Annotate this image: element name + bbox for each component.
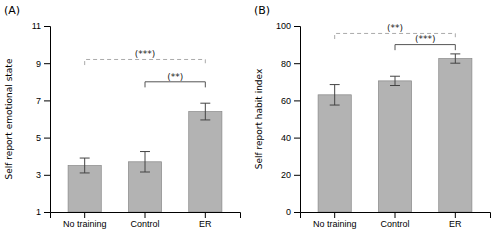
- tick-label: 60: [281, 96, 291, 106]
- tick-label: Control: [380, 219, 409, 229]
- tick-label: 80: [281, 59, 291, 69]
- tick-label: 11: [32, 21, 41, 31]
- axis-title: Self report emotional state: [4, 58, 14, 179]
- tick-mark: [44, 175, 50, 176]
- tick-mark: [294, 26, 300, 27]
- y-axis: 1 3 5 7 9 11: [32, 21, 51, 217]
- x-axis: No training Control ER: [51, 212, 241, 229]
- significance-label: (**): [387, 23, 403, 33]
- tick-label: 9: [36, 59, 41, 69]
- tick-label: Control: [130, 219, 159, 229]
- error-bar: [330, 85, 340, 105]
- tick-mark: [455, 212, 456, 218]
- y-axis: 0 20 40 60 80 100: [276, 21, 301, 217]
- tick-label: 5: [36, 133, 41, 143]
- tick-label: 0: [286, 207, 291, 217]
- tick: ER: [449, 212, 462, 229]
- tick-mark: [294, 138, 300, 139]
- bar: [189, 112, 222, 212]
- tick-mark: [44, 138, 50, 139]
- panel-label: (B): [254, 4, 270, 17]
- tick: 80: [281, 59, 300, 69]
- panel-label: (A): [4, 4, 20, 17]
- significance-label: (**): [167, 72, 183, 82]
- tick: 40: [281, 133, 300, 143]
- error-bar: [80, 158, 90, 173]
- significance-bracket: [395, 45, 455, 51]
- tick-mark: [294, 63, 300, 64]
- tick-mark: [145, 212, 146, 218]
- tick-mark: [395, 212, 396, 218]
- figure: No training Control ER 1 3 5 7 9 11 Self report e…: [0, 0, 500, 234]
- bar: [68, 166, 101, 213]
- tick-mark: [205, 212, 206, 218]
- tick: 5: [36, 133, 50, 143]
- tick: No training: [63, 212, 107, 229]
- tick-mark: [44, 63, 50, 64]
- tick-mark: [334, 212, 335, 218]
- axis-line: [301, 213, 491, 219]
- significance-label: (***): [135, 49, 156, 59]
- panel: No training Control ER 1 3 5 7 9 11 Self report e…: [4, 4, 241, 229]
- tick-mark: [44, 26, 50, 27]
- tick: 100: [276, 21, 300, 31]
- tick-label: 1: [36, 207, 41, 217]
- tick-label: 100: [276, 21, 291, 31]
- tick-mark: [44, 212, 50, 213]
- tick-label: ER: [449, 219, 462, 229]
- plot-area: [318, 54, 472, 212]
- tick-mark: [84, 212, 85, 218]
- tick: Control: [130, 212, 159, 229]
- bar: [318, 95, 351, 212]
- significance-bracket: [145, 82, 205, 88]
- bar: [378, 81, 411, 212]
- tick: Control: [380, 212, 409, 229]
- significance-bracket: [85, 59, 206, 65]
- tick-label: 40: [281, 133, 291, 143]
- significance-bracket: [335, 33, 456, 39]
- axis-line: [51, 213, 241, 219]
- tick: 60: [281, 96, 300, 106]
- error-bar: [140, 152, 150, 172]
- axis-line: [294, 27, 301, 213]
- tick-mark: [294, 175, 300, 176]
- tick-label: 3: [36, 170, 41, 180]
- error-bar: [450, 54, 460, 63]
- tick: 0: [286, 207, 300, 217]
- tick-mark: [294, 100, 300, 101]
- significance-label: (***): [415, 34, 436, 44]
- bar: [439, 59, 472, 212]
- tick: ER: [199, 212, 212, 229]
- tick-label: ER: [199, 219, 212, 229]
- x-axis: No training Control ER: [301, 212, 491, 229]
- tick: 3: [36, 170, 50, 180]
- tick-label: 7: [36, 96, 41, 106]
- tick: 1: [36, 207, 50, 217]
- tick-mark: [294, 212, 300, 213]
- axis-line: [44, 27, 51, 213]
- axis-title: Self report habit index: [254, 68, 264, 169]
- error-bar: [390, 76, 400, 85]
- tick-mark: [44, 100, 50, 101]
- tick-label: No training: [63, 219, 107, 229]
- tick: 20: [281, 170, 300, 180]
- plot-area: [68, 103, 222, 212]
- tick: 11: [32, 21, 50, 31]
- tick: No training: [313, 212, 357, 229]
- panel: No training Control ER 0 20 40 60 80 100 Self rep…: [254, 4, 491, 229]
- tick-label: No training: [313, 219, 357, 229]
- tick-label: 20: [281, 170, 291, 180]
- tick: 9: [36, 59, 50, 69]
- error-bar: [200, 103, 210, 120]
- tick: 7: [36, 96, 50, 106]
